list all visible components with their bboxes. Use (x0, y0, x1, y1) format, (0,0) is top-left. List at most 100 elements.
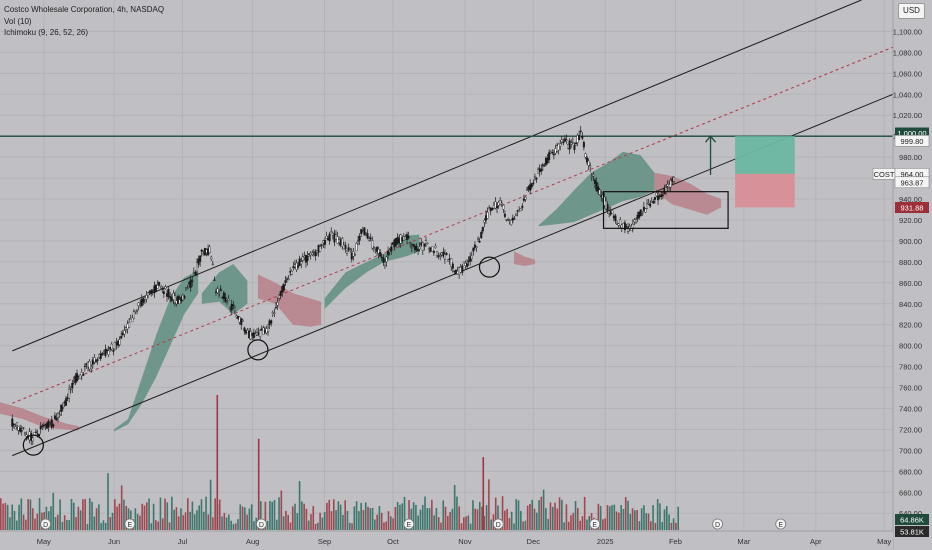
volume-bar (218, 499, 221, 530)
candle-body (570, 142, 573, 145)
candle-body (304, 254, 307, 263)
volume-spike (482, 457, 485, 530)
volume-bar (328, 499, 331, 530)
volume-bar (291, 506, 294, 530)
volume-bar (348, 522, 351, 530)
event-marker-d[interactable]: D (712, 518, 723, 530)
event-marker-label: E (778, 522, 783, 529)
candle-body (76, 373, 79, 382)
volume-bar (177, 516, 180, 530)
cloud-bear (257, 274, 322, 327)
candle-body (278, 294, 281, 299)
candle-body (244, 330, 247, 334)
candle-body (256, 332, 259, 336)
candle-body (368, 238, 371, 241)
candle-body (488, 207, 491, 209)
price-axis-panel (893, 0, 932, 550)
volume-bar (668, 514, 670, 530)
candle-body (161, 288, 164, 290)
candle-body (286, 278, 289, 280)
candle-body (57, 413, 60, 418)
volume-indicator-label[interactable]: Vol (10) (4, 17, 32, 26)
stop-price-badge-text: 931.88 (901, 204, 924, 213)
candle-body (361, 229, 364, 231)
candle-body (546, 157, 549, 164)
current-price-badge-text: 963.87 (901, 178, 924, 187)
candle-body (124, 327, 127, 330)
candle-body (428, 248, 431, 250)
candle-body (77, 375, 80, 377)
candle-body (44, 424, 47, 426)
time-tick-label: Apr (810, 537, 822, 546)
candle-body (404, 236, 407, 240)
candle-body (94, 360, 97, 363)
volume-bar (296, 513, 299, 530)
volume-bar (123, 499, 125, 530)
volume-spike (216, 395, 219, 530)
ichimoku-indicator-label[interactable]: Ichimoku (9, 26, 52, 26) (4, 28, 89, 37)
volume-bar (467, 515, 470, 530)
candle-body (380, 256, 383, 259)
event-marker-d[interactable]: D (492, 518, 504, 530)
volume-bar (472, 500, 474, 530)
candle-body (473, 244, 476, 248)
volume-bar (317, 522, 319, 530)
volume-bar (383, 522, 385, 530)
volume-bar (2, 503, 4, 530)
candle-body (339, 239, 342, 246)
volume-bar (196, 510, 198, 530)
candle-body (293, 264, 296, 267)
candle-body (143, 297, 146, 300)
candle-body (200, 249, 203, 252)
event-marker-e[interactable]: E (775, 518, 787, 530)
candle-body (586, 157, 589, 163)
candle-body (412, 243, 415, 247)
candle-body (371, 240, 374, 249)
candle-body (633, 219, 636, 222)
volume-bar (417, 515, 419, 530)
candle-body (189, 279, 192, 288)
target-price-badge-text: 999.80 (901, 137, 924, 146)
candle-body (518, 210, 521, 212)
candle-body (164, 286, 167, 289)
candle-body (524, 197, 527, 200)
stop-price-badge-bg (895, 202, 929, 214)
volume-bar (506, 508, 508, 530)
candle-body (489, 207, 492, 212)
event-marker-d[interactable]: D (256, 518, 267, 530)
candle-body (319, 246, 322, 252)
volume-bar (620, 505, 622, 530)
volume-bar (114, 499, 116, 530)
candle-body (52, 424, 55, 427)
volume-bar (266, 521, 269, 530)
event-marker-e[interactable]: E (403, 518, 415, 530)
volume-bar (367, 506, 369, 530)
touch-circle (22, 434, 44, 456)
candle-body (579, 130, 582, 132)
event-marker-e[interactable]: E (589, 518, 601, 530)
candle-body (31, 437, 34, 442)
candle-body (418, 246, 421, 250)
candle-body (510, 219, 513, 226)
volume-bar (120, 485, 123, 530)
candle-body (175, 300, 178, 305)
event-marker-d[interactable]: D (40, 518, 52, 530)
volume-bar (645, 513, 648, 530)
time-tick-label: Nov (458, 537, 472, 546)
volume-bar (237, 519, 239, 530)
candle-body (642, 206, 645, 211)
event-marker-e[interactable]: E (124, 518, 136, 530)
candle-body (595, 181, 598, 191)
currency-button[interactable]: USD (898, 3, 925, 19)
candle-body (222, 292, 225, 300)
candle-body (173, 295, 176, 303)
candle-body (609, 211, 612, 215)
candle-body (265, 328, 268, 334)
volume-bar (285, 510, 287, 530)
candle-body (118, 339, 121, 345)
candle-body (349, 249, 352, 251)
volume-bar (488, 479, 490, 530)
candle-body (357, 240, 360, 242)
